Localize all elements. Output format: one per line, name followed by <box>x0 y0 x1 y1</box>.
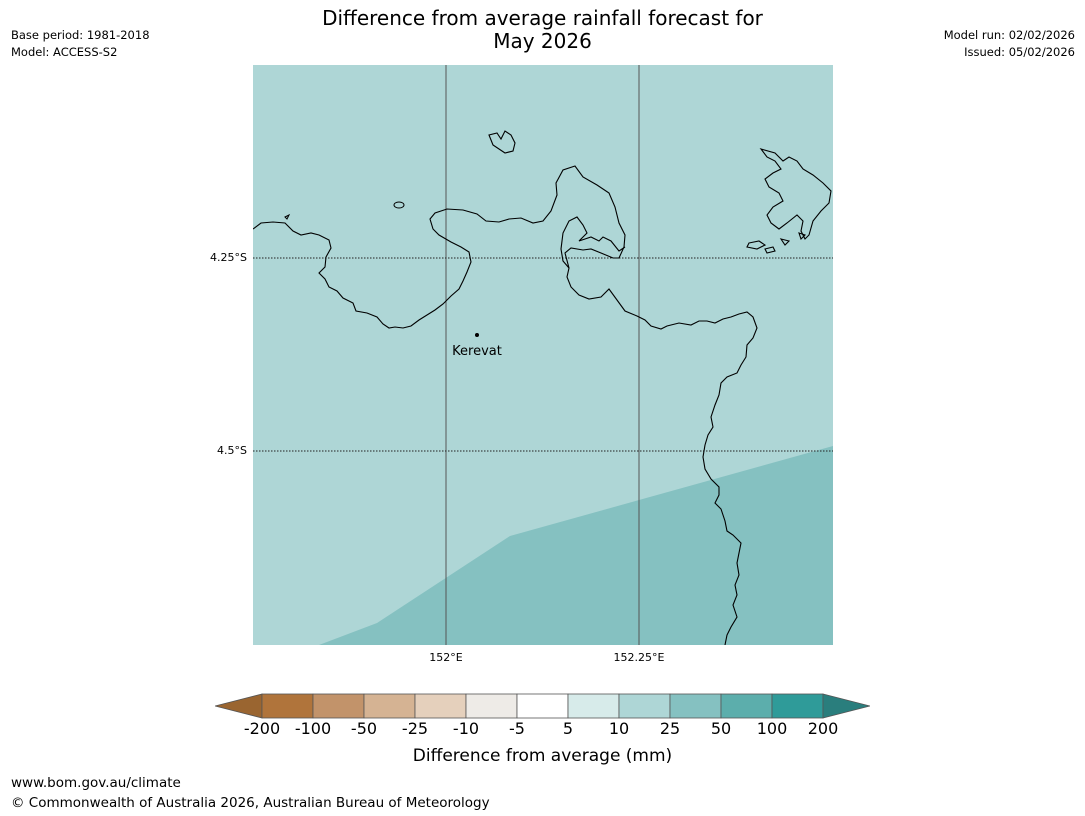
island <box>746 240 767 250</box>
colorbar-tick-label: -50 <box>350 719 378 738</box>
colorbar-svg <box>214 693 871 719</box>
colorbar-swatch <box>363 693 416 719</box>
colorbar-swatch <box>261 693 314 719</box>
colorbar-swatch <box>720 693 773 719</box>
colorbar-tick-label: 50 <box>710 719 732 738</box>
colorbar-label: Difference from average (mm) <box>412 746 673 766</box>
colorbar-tick-label: -5 <box>509 719 525 738</box>
colorbar-swatch <box>465 693 518 719</box>
colorbar-swatch <box>414 693 467 719</box>
colorbar-swatch <box>771 693 824 719</box>
colorbar-swatch <box>567 693 620 719</box>
coastline <box>560 216 626 269</box>
model-name: Model: ACCESS-S2 <box>11 45 118 59</box>
colorbar-swatch <box>618 693 671 719</box>
map-title: Difference from average rainfall forecas… <box>0 7 1085 53</box>
colorbar-tick-label: 10 <box>608 719 630 738</box>
lat-label-4-5: 4.5°S <box>217 444 247 457</box>
colorbar-tick-label: -200 <box>243 719 281 738</box>
base-period: Base period: 1981-2018 <box>11 28 150 42</box>
colorbar-tick-label: 25 <box>659 719 681 738</box>
lon-label-152-25: 152.25°E <box>613 651 665 664</box>
colorbar-tick-label: -25 <box>401 719 429 738</box>
colorbar-swatch <box>516 693 569 719</box>
colorbar-swatch <box>312 693 365 719</box>
meta-right: Model run: 02/02/2026 Issued: 05/02/2026 <box>944 27 1075 61</box>
colorbar-tick-label: -100 <box>294 719 332 738</box>
model-run: Model run: 02/02/2026 <box>943 28 1075 42</box>
islet <box>393 201 405 209</box>
meta-left: Base period: 1981-2018 Model: ACCESS-S2 <box>11 27 150 61</box>
lat-label-4-25: 4.25°S <box>210 251 247 264</box>
island <box>798 232 807 241</box>
footer-url: www.bom.gov.au/climate <box>11 775 181 791</box>
footer-copyright: © Commonwealth of Australia 2026, Austra… <box>11 795 490 811</box>
kerevat-label: Kerevat <box>452 344 502 359</box>
colorbar-arrow-left <box>214 693 263 719</box>
colorbar-tick-label: 5 <box>562 719 574 738</box>
title-line-1: Difference from average rainfall forecas… <box>322 6 763 30</box>
lon-label-152: 152°E <box>429 651 463 664</box>
forecast-map: Kerevat <box>253 65 833 645</box>
island <box>759 148 832 240</box>
colorbar-arrow-right <box>822 693 871 719</box>
issued-date: Issued: 05/02/2026 <box>964 45 1075 59</box>
colorbar-swatch <box>669 693 722 719</box>
map-region-10-to-25 <box>319 446 833 645</box>
island <box>488 130 516 154</box>
title-line-2: May 2026 <box>493 29 592 53</box>
kerevat-marker <box>475 333 479 337</box>
coastline <box>253 165 758 645</box>
island <box>764 246 776 254</box>
map-canvas: Kerevat <box>253 65 833 645</box>
colorbar-tick-label: 200 <box>807 719 839 738</box>
colorbar-tick-label: -10 <box>452 719 480 738</box>
colorbar <box>214 693 871 719</box>
colorbar-tick-label: 100 <box>756 719 788 738</box>
island <box>779 238 791 246</box>
islet <box>284 213 291 220</box>
